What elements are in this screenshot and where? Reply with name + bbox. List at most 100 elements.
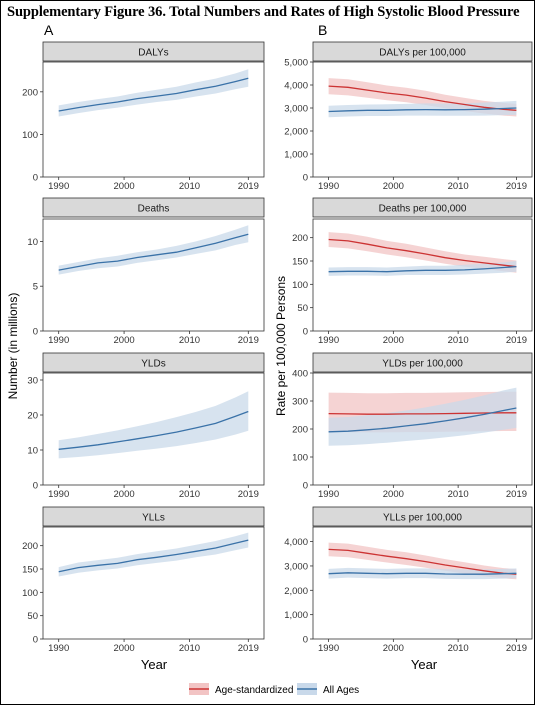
x-tick-label-deaths-per-100-000: 2010	[448, 335, 469, 346]
series-line-all-ages-dalys	[58, 77, 249, 112]
x-tick-label-ylds-per-100-000: 2000	[383, 489, 404, 500]
uncertainty-band-all-ages-ylds	[58, 391, 249, 459]
figure-title: Supplementary Figure 36. Total Numbers a…	[7, 4, 520, 20]
x-tick-label-ylls-per-100-000: 2000	[383, 643, 404, 654]
panel-deaths: Deaths 0 5 10 1990 2000 2010 2019	[27, 197, 265, 346]
y-tick-label-dalys-per-100-000: 4,000	[284, 81, 308, 92]
series-line-age-standardized-deaths-per-100-000	[328, 238, 517, 268]
y-tick-label-ylds-per-100-000: 0	[303, 481, 308, 492]
y-tick-label-ylls-per-100-000: 2,000	[284, 586, 308, 597]
y-tick-label-ylls: 150	[22, 565, 38, 576]
panel-ylds-per-100-000: YLDs per 100,000 0 100 200 300 400 1990 2000 201…	[292, 352, 533, 500]
x-tick-label-ylls: 1990	[48, 643, 69, 654]
series-line-all-ages-ylds	[58, 410, 249, 450]
series-line-age-standardized-dalys-per-100-000	[328, 85, 517, 111]
x-tick-label-ylds-per-100-000: 1990	[318, 489, 339, 500]
y-tick-label-dalys-per-100-000: 5,000	[284, 58, 308, 69]
panel-title-ylds-per-100-000: YLDs per 100,000	[382, 359, 463, 370]
panel-title-ylds: YLDs	[141, 359, 165, 370]
y-tick-label-ylds: 10	[27, 446, 38, 457]
panel-ylls-per-100-000: YLLs per 100,000 0 1,000 2,000 3,000 4,000 199…	[284, 506, 533, 654]
series-line-age-standardized-ylls-per-100-000	[328, 548, 517, 575]
left-y-axis-label: Number (in millions)	[6, 293, 20, 400]
panel-ylds: YLDs 0 10 20 30 1990 2000 2010 2019	[27, 352, 265, 500]
y-tick-label-dalys-per-100-000: 3,000	[284, 104, 308, 115]
x-tick-label-dalys: 1990	[48, 181, 69, 192]
series-line-all-ages-deaths-per-100-000	[328, 265, 517, 273]
panel-header-ylls-per-100-000	[312, 506, 533, 527]
panel-title-deaths-per-100-000: Deaths per 100,000	[379, 204, 467, 215]
panel-title-dalys: DALYs	[138, 48, 168, 59]
x-tick-label-ylds-per-100-000: 2019	[506, 489, 527, 500]
series-line-all-ages-ylds-per-100-000	[328, 407, 517, 433]
panel-ylls: YLLs 0 50 100 150 200 1990 2000 2010 2019	[22, 506, 265, 654]
uncertainty-band-all-ages-deaths-per-100-000	[328, 261, 517, 276]
series-line-all-ages-deaths	[58, 233, 249, 271]
uncertainty-band-age-standardized-deaths-per-100-000	[328, 232, 517, 273]
y-tick-label-deaths-per-100-000: 100	[292, 280, 308, 291]
panel-title-deaths: Deaths	[138, 204, 170, 215]
y-tick-label-dalys: 200	[22, 87, 38, 98]
panel-header-dalys-per-100-000	[312, 41, 533, 62]
panel-header-ylls	[42, 506, 265, 527]
x-tick-label-ylls-per-100-000: 1990	[318, 643, 339, 654]
x-tick-label-ylds-per-100-000: 2010	[448, 489, 469, 500]
legend-label-all-ages: All Ages	[323, 685, 359, 696]
panel-title-dalys-per-100-000: DALYs per 100,000	[379, 48, 466, 59]
panel-title-ylls: YLLs	[142, 513, 165, 524]
y-tick-label-ylls-per-100-000: 4,000	[284, 537, 308, 548]
x-tick-label-deaths: 2019	[238, 335, 259, 346]
y-tick-label-ylds: 20	[27, 411, 38, 422]
y-tick-label-ylls-per-100-000: 0	[303, 635, 308, 646]
y-tick-label-deaths-per-100-000: 0	[303, 327, 308, 338]
panel-header-dalys	[42, 41, 265, 62]
y-tick-label-dalys-per-100-000: 2,000	[284, 127, 308, 138]
y-tick-label-dalys-per-100-000: 1,000	[284, 150, 308, 161]
y-tick-label-ylds-per-100-000: 300	[292, 397, 308, 408]
x-tick-label-dalys-per-100-000: 2019	[506, 181, 527, 192]
x-tick-label-deaths: 1990	[48, 335, 69, 346]
panel-header-deaths	[42, 197, 265, 218]
x-tick-label-ylls: 2010	[179, 643, 200, 654]
y-tick-label-ylds-per-100-000: 100	[292, 453, 308, 464]
panel-deaths-per-100-000: Deaths per 100,000 0 50 100 150 200 1990 2000 20…	[292, 197, 533, 346]
x-tick-label-deaths-per-100-000: 1990	[318, 335, 339, 346]
x-tick-label-ylds: 2010	[179, 489, 200, 500]
x-tick-label-ylls: 2019	[238, 643, 259, 654]
panel-header-ylds-per-100-000	[312, 352, 533, 373]
x-tick-label-deaths-per-100-000: 2019	[506, 335, 527, 346]
x-tick-label-dalys-per-100-000: 1990	[318, 181, 339, 192]
uncertainty-band-all-ages-ylls	[58, 532, 249, 577]
y-tick-label-ylls-per-100-000: 3,000	[284, 561, 308, 572]
x-tick-label-ylls-per-100-000: 2010	[448, 643, 469, 654]
y-tick-label-ylls: 50	[27, 611, 38, 622]
y-tick-label-ylls-per-100-000: 1,000	[284, 610, 308, 621]
x-tick-label-dalys: 2000	[114, 181, 135, 192]
x-tick-label-dalys-per-100-000: 2010	[448, 181, 469, 192]
y-tick-label-deaths: 5	[33, 282, 38, 293]
y-tick-label-deaths-per-100-000: 50	[297, 303, 308, 314]
y-tick-label-dalys-per-100-000: 0	[303, 173, 308, 184]
y-tick-label-deaths: 10	[27, 237, 38, 248]
uncertainty-band-all-ages-dalys	[58, 69, 249, 117]
x-tick-label-ylls: 2000	[114, 643, 135, 654]
right-y-axis-label: Rate per 100,000 Persons	[274, 276, 288, 416]
uncertainty-band-all-ages-ylds-per-100-000	[328, 387, 517, 446]
x-tick-label-deaths-per-100-000: 2000	[383, 335, 404, 346]
y-tick-label-deaths-per-100-000: 200	[292, 233, 308, 244]
x-tick-label-dalys-per-100-000: 2000	[383, 181, 404, 192]
panel-header-deaths-per-100-000	[312, 197, 533, 218]
y-tick-label-deaths: 0	[33, 327, 38, 338]
series-line-all-ages-ylls	[58, 539, 249, 573]
x-axis-label-right: Year	[411, 657, 438, 672]
y-tick-label-ylds-per-100-000: 200	[292, 425, 308, 436]
y-tick-label-ylds-per-100-000: 400	[292, 369, 308, 380]
x-tick-label-ylds: 2000	[114, 489, 135, 500]
panel-header-ylds	[42, 352, 265, 373]
y-tick-label-ylls: 0	[33, 635, 38, 646]
x-tick-label-deaths: 2010	[179, 335, 200, 346]
y-tick-label-deaths-per-100-000: 150	[292, 257, 308, 268]
